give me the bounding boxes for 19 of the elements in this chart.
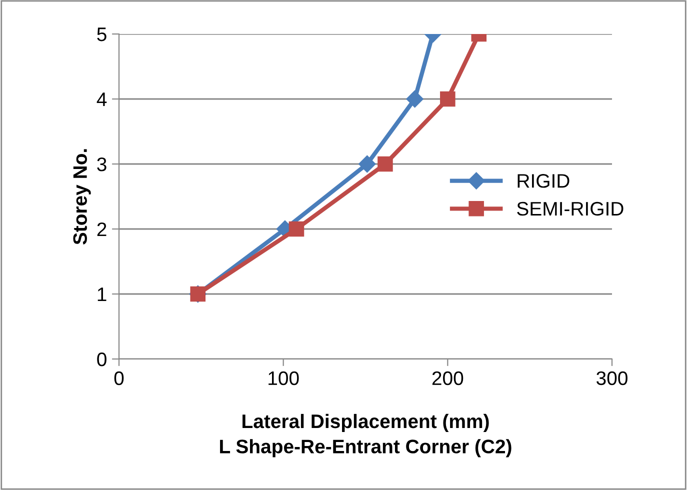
y-tick-label: 2: [97, 222, 106, 236]
point: [358, 155, 376, 173]
x-tick-label: 200: [432, 371, 464, 386]
legend-label: RIGID: [518, 174, 570, 188]
x-axis-title: Lateral Displacement (mm) L Shape-Re-Entrant Corner (C2): [220, 414, 512, 458]
y-tick-label: 3: [97, 157, 106, 172]
y-axis-title: Storey No.: [73, 149, 91, 245]
y-tick-label: 5: [97, 28, 106, 42]
point: [378, 156, 393, 172]
point: [288, 221, 304, 237]
x-tick-label: 0: [114, 371, 124, 386]
legend-label: SEMI-RIGID: [517, 202, 624, 216]
y-tick-label: 1: [98, 288, 106, 302]
x-tick-label: 100: [268, 371, 299, 386]
point: [440, 91, 456, 107]
point: [406, 90, 424, 108]
x-tick-label: 300: [596, 371, 628, 386]
y-tick-label: 0: [97, 352, 106, 366]
y-tick-label: 4: [96, 92, 107, 106]
